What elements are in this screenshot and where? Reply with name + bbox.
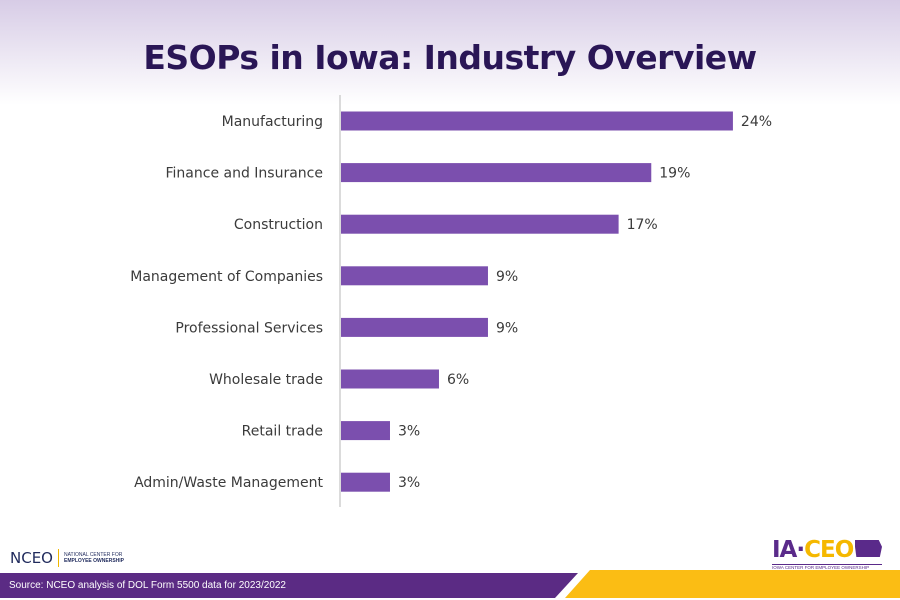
- nceo-line2: EMPLOYEE OWNERSHIP: [63, 558, 124, 564]
- data-label: 3%: [398, 424, 420, 440]
- header-background: [0, 0, 900, 105]
- iaceo-logo: IA·CEO IOWA CENTER FOR EMPLOYEE OWNERSHI…: [772, 537, 882, 570]
- data-label: 19%: [659, 166, 690, 182]
- nceo-line1: NATIONAL CENTER FOR: [63, 552, 123, 558]
- iaceo-ia: IA·: [772, 537, 805, 563]
- category-label: Management of Companies: [130, 269, 323, 285]
- category-label: Construction: [234, 217, 323, 233]
- category-label: Admin/Waste Management: [134, 475, 323, 491]
- bar: [341, 317, 488, 337]
- bar: [341, 421, 390, 441]
- data-label: 9%: [496, 320, 518, 336]
- iowa-map-icon: [855, 540, 882, 557]
- iaceo-subtitle: IOWA CENTER FOR EMPLOYEE OWNERSHIP: [772, 564, 882, 570]
- page-title: ESOPs in Iowa: Industry Overview: [143, 38, 757, 77]
- category-label: Professional Services: [175, 320, 323, 336]
- category-label: Manufacturing: [222, 114, 323, 130]
- footer-purple-band: [0, 573, 578, 598]
- data-label: 3%: [398, 475, 420, 491]
- category-label: Finance and Insurance: [166, 166, 324, 182]
- nceo-logo: NCEO NATIONAL CENTER FOR EMPLOYEE OWNERSH…: [10, 549, 124, 567]
- bar: [341, 369, 439, 389]
- data-label: 6%: [447, 372, 469, 388]
- data-label: 24%: [741, 114, 772, 130]
- category-label: Wholesale trade: [209, 372, 323, 388]
- footer-gold-band: [565, 570, 900, 598]
- bar: [341, 163, 652, 183]
- data-label: 9%: [496, 269, 518, 285]
- nceo-wordmark: NCEO: [10, 549, 59, 567]
- iaceo-ceo: CEO: [804, 537, 854, 563]
- bar-chart: Manufacturing 24% Finance and Insurance 19%…: [130, 95, 772, 507]
- bar: [341, 472, 390, 492]
- bar: [341, 266, 488, 286]
- bar: [341, 111, 733, 131]
- category-label: Retail trade: [242, 424, 323, 440]
- bar: [341, 214, 619, 234]
- data-label: 17%: [627, 217, 658, 233]
- source-note: Source: NCEO analysis of DOL Form 5500 d…: [9, 580, 286, 591]
